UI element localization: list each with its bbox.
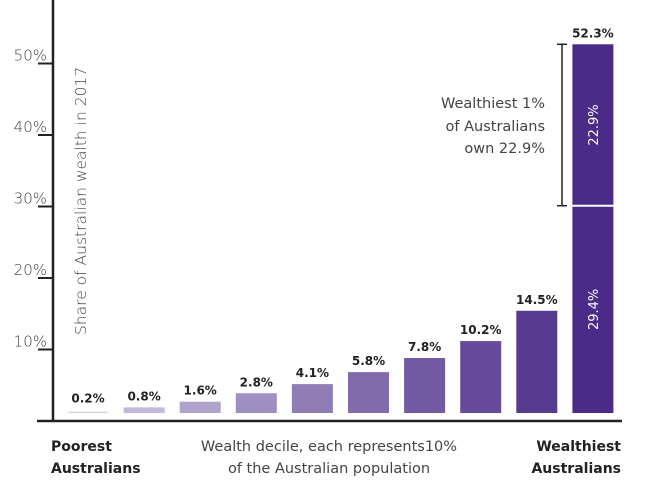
segment-label: 29.4% [587, 289, 602, 330]
bar [348, 372, 389, 413]
right-label-line2: Australians [531, 461, 621, 477]
x-axis-label-line1: Wealth decile, each represents10% [201, 439, 457, 455]
annotation-line3: own 22.9% [464, 141, 545, 157]
bar [67, 411, 109, 413]
bar-segment [572, 44, 614, 206]
annotation-line2: of Australians [446, 119, 545, 135]
bar-value-label: 5.8% [352, 354, 385, 368]
bar-value-label: 1.6% [184, 384, 217, 398]
bar-value-label: 10.2% [460, 323, 502, 337]
bar-value-label: 14.5% [516, 293, 558, 307]
segment-label: 22.9% [587, 104, 602, 145]
x-axis-label-line2: of the Australian population [228, 461, 430, 477]
bar [291, 384, 333, 413]
bar-value-label: 0.8% [127, 389, 160, 403]
y-tick-label: 20% [14, 261, 47, 279]
bar [404, 358, 446, 413]
y-tick-label: 10% [14, 333, 47, 351]
y-tick-label: 30% [14, 190, 47, 208]
bar-value-label: 4.1% [296, 366, 329, 380]
bar-value-label: 7.8% [408, 340, 441, 354]
bar-value-label: 2.8% [240, 375, 273, 389]
bar [235, 393, 277, 413]
left-label-line1: Poorest [51, 439, 112, 455]
right-label-line1: Wealthiest [536, 439, 621, 455]
y-tick-label: 50% [14, 47, 47, 65]
bar [460, 341, 502, 413]
bar [123, 407, 165, 413]
y-axis-label: Share of Australian wealth in 2017 [72, 67, 90, 335]
bar-value-label: 52.3% [572, 26, 614, 40]
y-tick-label: 40% [14, 118, 47, 136]
bar [179, 401, 221, 413]
bar [516, 310, 558, 413]
bar-value-label: 0.2% [71, 392, 104, 406]
left-label-line2: Australians [51, 461, 141, 477]
bar-segment [572, 205, 614, 413]
annotation-line1: Wealthiest 1% [441, 96, 545, 112]
